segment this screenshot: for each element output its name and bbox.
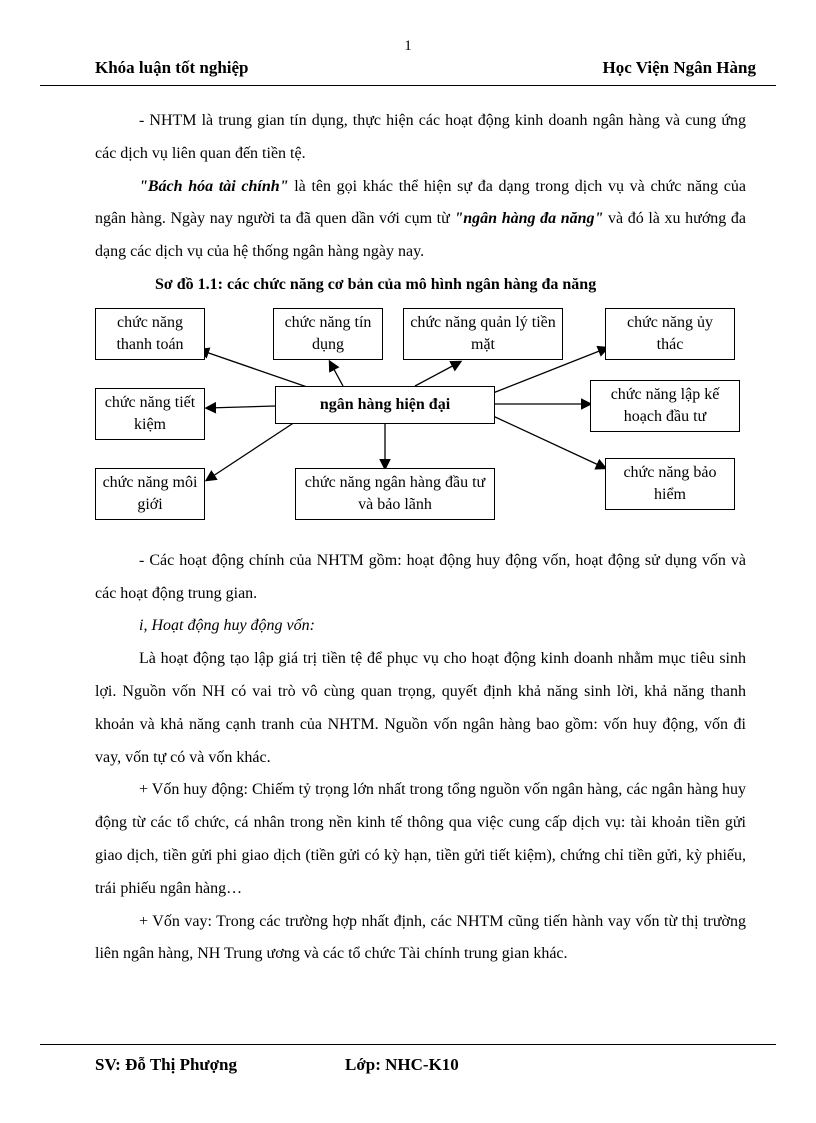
paragraph-2: "Bách hóa tài chính" là tên gọi khác thể… (95, 171, 746, 269)
node-uy-thac: chức năng ủy thác (605, 308, 735, 360)
footer-author: SV: Đỗ Thị Phượng (95, 1055, 345, 1075)
node-tin-dung: chức năng tín dụng (273, 308, 383, 360)
footer-author-name: Đỗ Thị Phượng (125, 1055, 237, 1074)
node-moi-gioi: chức năng môi giới (95, 468, 205, 520)
header-left: Khóa luận tốt nghiệp (95, 58, 249, 78)
paragraph-7: + Vốn vay: Trong các trường hợp nhất địn… (95, 906, 746, 972)
page-footer: SV: Đỗ Thị Phượng Lớp: NHC-K10 (95, 1055, 746, 1075)
quote-da-nang: "ngân hàng đa năng" (454, 210, 603, 227)
page-content: - NHTM là trung gian tín dụng, thực hiện… (95, 105, 746, 971)
node-dau-tu-bao-lanh: chức năng ngân hàng đầu tư và bảo lãnh (295, 468, 495, 520)
footer-class-value: NHC-K10 (385, 1055, 459, 1074)
node-bao-hiem: chức năng bảo hiểm (605, 458, 735, 510)
diagram-bank-functions: chức năng thanh toán chức năng tín dụng … (95, 308, 746, 533)
footer-class: Lớp: NHC-K10 (345, 1055, 459, 1075)
footer-author-label: SV: (95, 1055, 125, 1074)
paragraph-3: - Các hoạt động chính của NHTM gồm: hoạt… (95, 545, 746, 611)
subheading-huy-dong-von: i, Hoạt động huy động vốn: (95, 610, 746, 643)
paragraph-1: - NHTM là trung gian tín dụng, thực hiện… (95, 105, 746, 171)
node-lap-ke-hoach: chức năng lập kế hoạch đầu tư (590, 380, 740, 432)
paragraph-5: Là hoạt động tạo lập giá trị tiền tệ để … (95, 643, 746, 774)
footer-class-label: Lớp: (345, 1055, 385, 1074)
header-rule (40, 85, 776, 86)
node-tiet-kiem: chức năng tiết kiệm (95, 388, 205, 440)
page-number: 1 (0, 38, 816, 55)
node-quan-ly-tien-mat: chức năng quản lý tiền mặt (403, 308, 563, 360)
paragraph-6: + Vốn huy động: Chiếm tỷ trọng lớn nhất … (95, 774, 746, 905)
node-thanh-toan: chức năng thanh toán (95, 308, 205, 360)
node-center: ngân hàng hiện đại (275, 386, 495, 424)
header-right: Học Viện Ngân Hàng (603, 58, 757, 78)
footer-rule (40, 1044, 776, 1045)
diagram-caption: Sơ đồ 1.1: các chức năng cơ bản của mô h… (95, 269, 746, 302)
page-header: Khóa luận tốt nghiệp Học Viện Ngân Hàng (95, 58, 756, 78)
quote-bach-hoa: "Bách hóa tài chính" (139, 178, 289, 195)
